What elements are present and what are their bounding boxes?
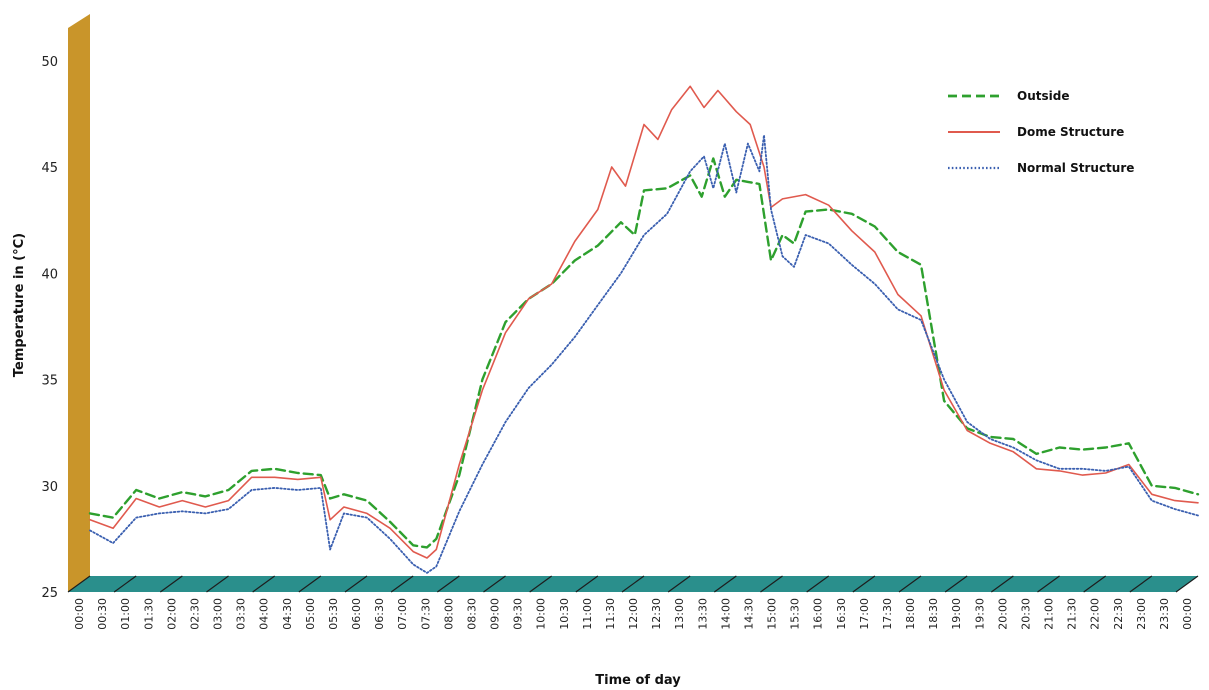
x-tick-label: 04:00 <box>258 598 271 630</box>
floor-tick <box>436 575 460 593</box>
x-tick-label: 01:30 <box>142 598 155 630</box>
floor-tick <box>113 575 137 593</box>
floor-tick <box>806 575 830 593</box>
x-tick-label: 15:30 <box>789 598 802 630</box>
x-tick-label: 08:00 <box>442 598 455 630</box>
x-tick-label: 09:30 <box>512 598 525 630</box>
y-tick-label: 45 <box>41 161 58 176</box>
x-tick-label: 00:00 <box>1181 598 1194 630</box>
x-tick-label: 05:30 <box>327 598 340 630</box>
x-tick-label: 23:00 <box>1135 598 1148 630</box>
x-tick-label: 18:30 <box>927 598 940 630</box>
x-tick-label: 08:30 <box>465 598 478 630</box>
x-tick-label: 22:00 <box>1089 598 1102 630</box>
floor-tick <box>1083 575 1107 593</box>
x-tick-label: 03:30 <box>235 598 248 630</box>
floor-tick <box>852 575 876 593</box>
x-tick-label: 12:30 <box>650 598 663 630</box>
x-tick-label: 11:30 <box>604 598 617 630</box>
floor-tick <box>667 575 691 593</box>
floor-tick <box>575 575 599 593</box>
floor-tick <box>67 575 91 593</box>
x-axis-title: Time of day <box>595 673 681 688</box>
x-tick-label: 23:30 <box>1158 598 1171 630</box>
x-tick-label: 05:00 <box>304 598 317 630</box>
y-axis-ticks: 25 30 35 40 45 50 <box>41 55 58 601</box>
floor-tick <box>898 575 922 593</box>
x-tick-label: 20:00 <box>996 598 1009 630</box>
floor-tick <box>298 575 322 593</box>
legend-label: Normal Structure <box>1017 161 1134 175</box>
floor-tick <box>390 575 414 593</box>
floor-tick <box>252 575 276 593</box>
legend-label: Dome Structure <box>1017 125 1124 139</box>
legend-label: Outside <box>1017 89 1069 103</box>
x-tick-label: 06:30 <box>373 598 386 630</box>
x-tick-label: 11:00 <box>581 598 594 630</box>
y-tick-label: 25 <box>41 586 58 601</box>
x-tick-label: 21:00 <box>1043 598 1056 630</box>
floor-tick <box>760 575 783 593</box>
floor-tick <box>713 575 737 593</box>
x-tick-label: 21:30 <box>1066 598 1079 630</box>
x-tick-label: 19:00 <box>950 598 963 630</box>
x-tick-label: 02:00 <box>165 598 178 630</box>
x-tick-label: 13:00 <box>673 598 686 630</box>
floor-tick <box>944 575 968 593</box>
x-tick-label: 17:00 <box>858 598 871 630</box>
floor-tick <box>1129 575 1153 593</box>
x-tick-label: 03:00 <box>212 598 225 630</box>
x-tick-label: 20:30 <box>1019 598 1032 630</box>
floor-tick <box>483 575 506 593</box>
floor-tick <box>159 575 183 593</box>
y-tick-label: 30 <box>41 480 58 495</box>
series-line-outside <box>88 157 1200 549</box>
x-tick-label: 14:00 <box>719 598 732 630</box>
x-tick-label: 00:00 <box>73 598 86 630</box>
series-line-dome-structure <box>89 85 1199 559</box>
y-tick-label: 35 <box>41 374 58 389</box>
y-tick-label: 50 <box>41 55 58 70</box>
x-tick-label: 18:00 <box>904 598 917 630</box>
y-axis-wall <box>68 14 90 592</box>
x-tick-label: 07:00 <box>396 598 409 630</box>
x-tick-label: 22:30 <box>1112 598 1125 630</box>
x-axis-ticks: 00:00 00:30 01:00 01:30 02:00 02:30 03:00 03:30… <box>73 598 1194 630</box>
series-layer <box>88 85 1200 574</box>
x-tick-label: 16:30 <box>835 598 848 630</box>
x-tick-label: 10:00 <box>535 598 548 630</box>
legend: Outside Dome Structure Normal Structure <box>948 89 1134 175</box>
y-axis-title: Temperature in (°C) <box>12 233 27 377</box>
y-tick-label: 40 <box>41 267 58 282</box>
x-tick-label: 01:00 <box>119 598 132 630</box>
floor-tick <box>529 575 553 593</box>
floor-tick <box>1037 575 1060 593</box>
x-tick-label: 06:00 <box>350 598 363 630</box>
floor-tick <box>990 575 1014 593</box>
floor-tick <box>344 575 368 593</box>
x-tick-label: 00:30 <box>96 598 109 630</box>
x-tick-label: 10:30 <box>558 598 571 630</box>
x-tick-label: 13:30 <box>696 598 709 630</box>
x-tick-label: 02:30 <box>188 598 201 630</box>
floor-tick <box>206 575 229 593</box>
series-line-normal-structure <box>89 134 1199 574</box>
x-tick-label: 15:00 <box>766 598 779 630</box>
x-tick-label: 09:00 <box>489 598 502 630</box>
floor-tick <box>621 575 645 593</box>
x-tick-label: 17:30 <box>881 598 894 630</box>
x-tick-label: 04:30 <box>281 598 294 630</box>
x-tick-label: 07:30 <box>419 598 432 630</box>
x-tick-label: 12:00 <box>627 598 640 630</box>
x-tick-label: 16:00 <box>812 598 825 630</box>
x-tick-label: 14:30 <box>742 598 755 630</box>
floor-tick <box>1175 575 1199 593</box>
x-tick-label: 19:30 <box>973 598 986 630</box>
x-axis-floor-ticks <box>67 575 1199 593</box>
